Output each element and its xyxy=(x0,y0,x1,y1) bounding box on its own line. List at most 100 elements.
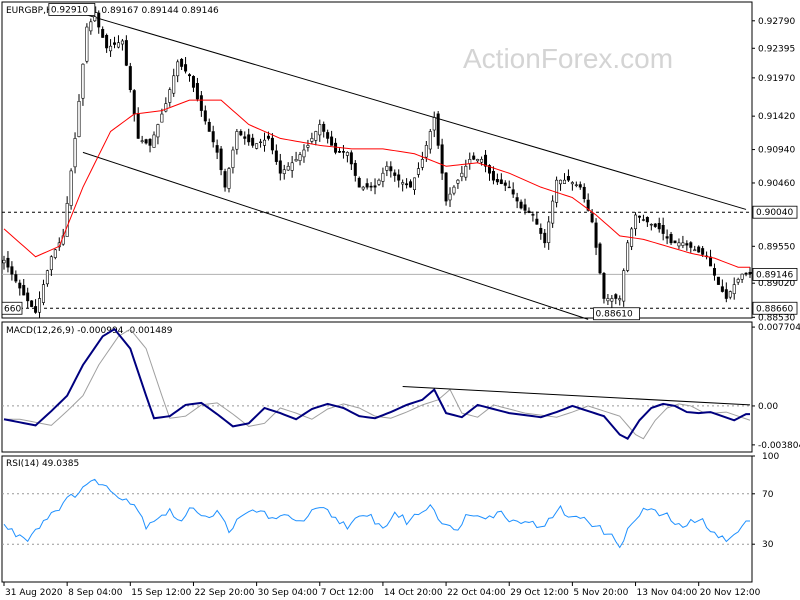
x-tick-label: 29 Oct 12:00 xyxy=(510,588,569,598)
candle-body xyxy=(574,184,578,186)
candle-body xyxy=(598,243,602,274)
candle-body xyxy=(124,40,128,66)
candle-body xyxy=(531,214,535,216)
candle-body xyxy=(653,223,657,227)
candle-body xyxy=(251,137,255,146)
candle-body xyxy=(263,139,267,146)
candle-body xyxy=(353,162,357,176)
candle-body xyxy=(259,141,263,144)
candle-body xyxy=(527,210,531,213)
x-tick-label: 13 Nov 04:00 xyxy=(637,588,698,598)
candle-body xyxy=(649,223,653,226)
candle-body xyxy=(188,74,192,77)
candle-body xyxy=(507,186,511,189)
candle-body xyxy=(345,152,349,156)
candle-body xyxy=(381,172,385,182)
candle-body xyxy=(10,266,14,275)
candle-body xyxy=(294,159,298,162)
candle-body xyxy=(476,159,480,162)
candle-body xyxy=(195,83,199,100)
candle-body xyxy=(456,179,460,184)
candle-body xyxy=(716,276,720,285)
candle-body xyxy=(274,150,278,162)
candle-body xyxy=(602,273,606,299)
candle-body xyxy=(432,117,436,131)
current-price-label: 0.89146 xyxy=(756,270,793,280)
macd-line xyxy=(3,327,750,441)
resistance-label-box xyxy=(752,205,798,219)
x-tick-label: 31 Aug 2020 xyxy=(5,588,63,598)
candle-body xyxy=(231,149,235,168)
candle-body xyxy=(298,154,302,161)
macd-layer xyxy=(2,327,752,441)
candle-body xyxy=(728,291,732,298)
x-tick-label: 5 Nov 20:00 xyxy=(573,588,628,598)
candle-body xyxy=(219,148,223,171)
candle-body xyxy=(681,242,685,246)
candle-body xyxy=(22,285,26,296)
candle-body xyxy=(712,268,716,276)
x-tick-label: 20 Nov 12:00 xyxy=(700,588,761,598)
candle-body xyxy=(440,144,444,174)
candle-body xyxy=(338,151,342,153)
candle-body xyxy=(373,185,377,188)
candle-body xyxy=(330,136,334,146)
candle-body xyxy=(634,214,638,230)
resistance-label: 0.90040 xyxy=(756,208,793,218)
candle-body xyxy=(341,151,345,153)
candle-body xyxy=(30,300,34,307)
candle-body xyxy=(14,274,18,282)
candle-body xyxy=(499,179,503,184)
candle-body xyxy=(543,232,547,244)
candle-body xyxy=(491,170,495,181)
x-tick-label: 15 Sep 12:00 xyxy=(131,588,191,598)
candle-body xyxy=(6,257,10,268)
macd-header: MACD(12,26,9) -0.000994 -0.001489 xyxy=(6,326,173,336)
candle-body xyxy=(677,242,681,247)
candle-body xyxy=(570,182,574,185)
low-annotation: 0.88610 xyxy=(596,310,633,320)
candle-body xyxy=(77,101,81,137)
watermark: ActionForex.com xyxy=(463,43,673,74)
rsi-line xyxy=(3,478,751,549)
candle-body xyxy=(444,172,448,202)
price-tick-label: 0.91420 xyxy=(758,112,795,122)
high-annotation-box xyxy=(48,3,96,16)
support-label-box xyxy=(752,301,798,315)
candle-body xyxy=(590,213,594,223)
candle-body xyxy=(302,149,306,158)
candle-body xyxy=(81,63,85,99)
candle-body xyxy=(93,16,97,22)
candle-body xyxy=(318,124,322,136)
candle-body xyxy=(744,272,748,275)
candle-body xyxy=(41,284,45,303)
candle-body xyxy=(199,95,203,111)
candle-body xyxy=(724,289,728,299)
x-tick-label: 14 Oct 20:00 xyxy=(384,588,443,598)
candle-body xyxy=(247,134,251,143)
price-tick-label: 0.92395 xyxy=(758,44,795,54)
macd-trendline xyxy=(402,385,751,406)
candle-body xyxy=(732,284,736,294)
candle-body xyxy=(389,166,393,172)
price-tick-label: 0.91970 xyxy=(758,74,795,84)
axis-layer: 0.92790 0.92395 0.91970 0.91420 0.90940 0.904… xyxy=(3,17,800,598)
candle-body xyxy=(669,233,673,244)
channel-upper-line xyxy=(82,13,747,210)
candle-body xyxy=(53,249,57,258)
candle-body xyxy=(622,270,626,302)
candle-body xyxy=(290,162,294,171)
candle-body xyxy=(85,26,89,62)
candle-body xyxy=(223,171,227,188)
candle-body xyxy=(34,306,38,313)
candle-body xyxy=(334,142,338,153)
candle-body xyxy=(282,169,286,174)
candle-body xyxy=(266,135,270,139)
candle-body xyxy=(547,221,551,243)
candle-body xyxy=(428,131,432,150)
candle-body xyxy=(685,243,689,246)
left-annotation: 660 xyxy=(4,304,21,314)
candle-body xyxy=(606,298,610,302)
candle-body xyxy=(586,199,590,211)
x-tick-label: 7 Oct 12:00 xyxy=(321,588,374,598)
